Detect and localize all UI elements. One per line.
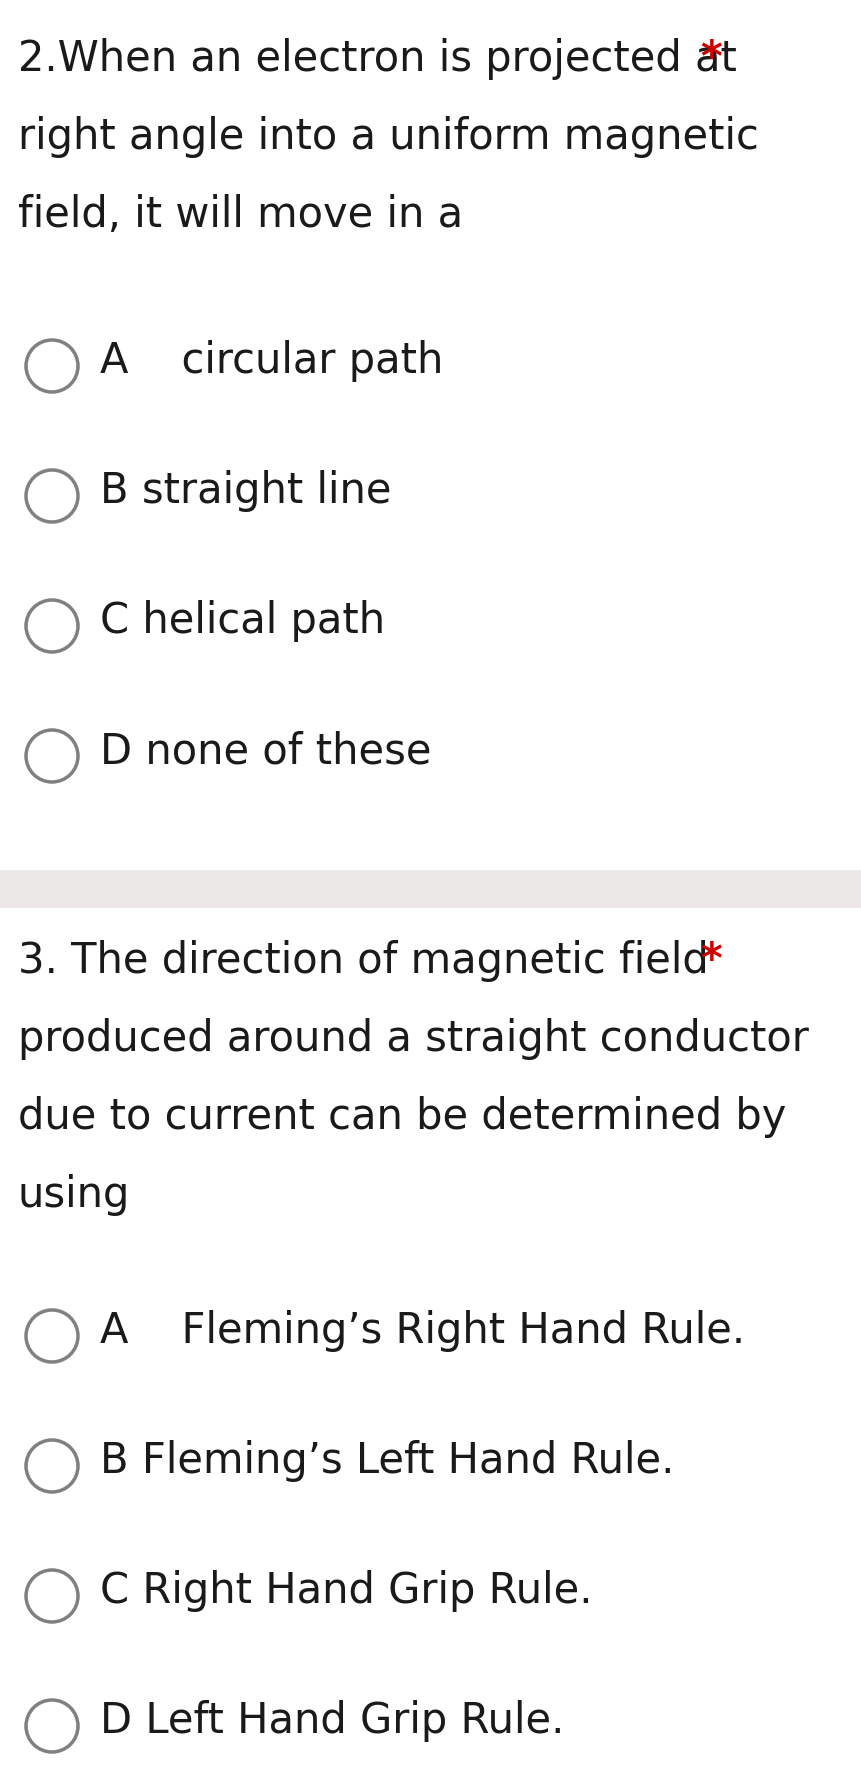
Text: *: *	[699, 940, 721, 981]
Text: B straight line: B straight line	[100, 469, 391, 512]
Text: field, it will move in a: field, it will move in a	[18, 193, 462, 236]
Text: C Right Hand Grip Rule.: C Right Hand Grip Rule.	[100, 1571, 592, 1612]
Text: produced around a straight conductor: produced around a straight conductor	[18, 1017, 808, 1060]
Text: 3. The direction of magnetic field: 3. The direction of magnetic field	[18, 940, 708, 981]
Text: A    circular path: A circular path	[100, 340, 443, 381]
Text: right angle into a uniform magnetic: right angle into a uniform magnetic	[18, 116, 758, 158]
Text: 2.When an electron is projected at: 2.When an electron is projected at	[18, 38, 736, 81]
Text: B Fleming’s Left Hand Rule.: B Fleming’s Left Hand Rule.	[100, 1440, 673, 1481]
Text: D Left Hand Grip Rule.: D Left Hand Grip Rule.	[100, 1700, 564, 1743]
Text: A    Fleming’s Right Hand Rule.: A Fleming’s Right Hand Rule.	[100, 1309, 744, 1352]
Text: using: using	[18, 1173, 130, 1216]
Bar	[0, 870, 861, 908]
Text: C helical path: C helical path	[100, 600, 385, 641]
Text: D none of these: D none of these	[100, 731, 431, 772]
Text: *: *	[699, 38, 721, 81]
Text: due to current can be determined by: due to current can be determined by	[18, 1096, 785, 1137]
